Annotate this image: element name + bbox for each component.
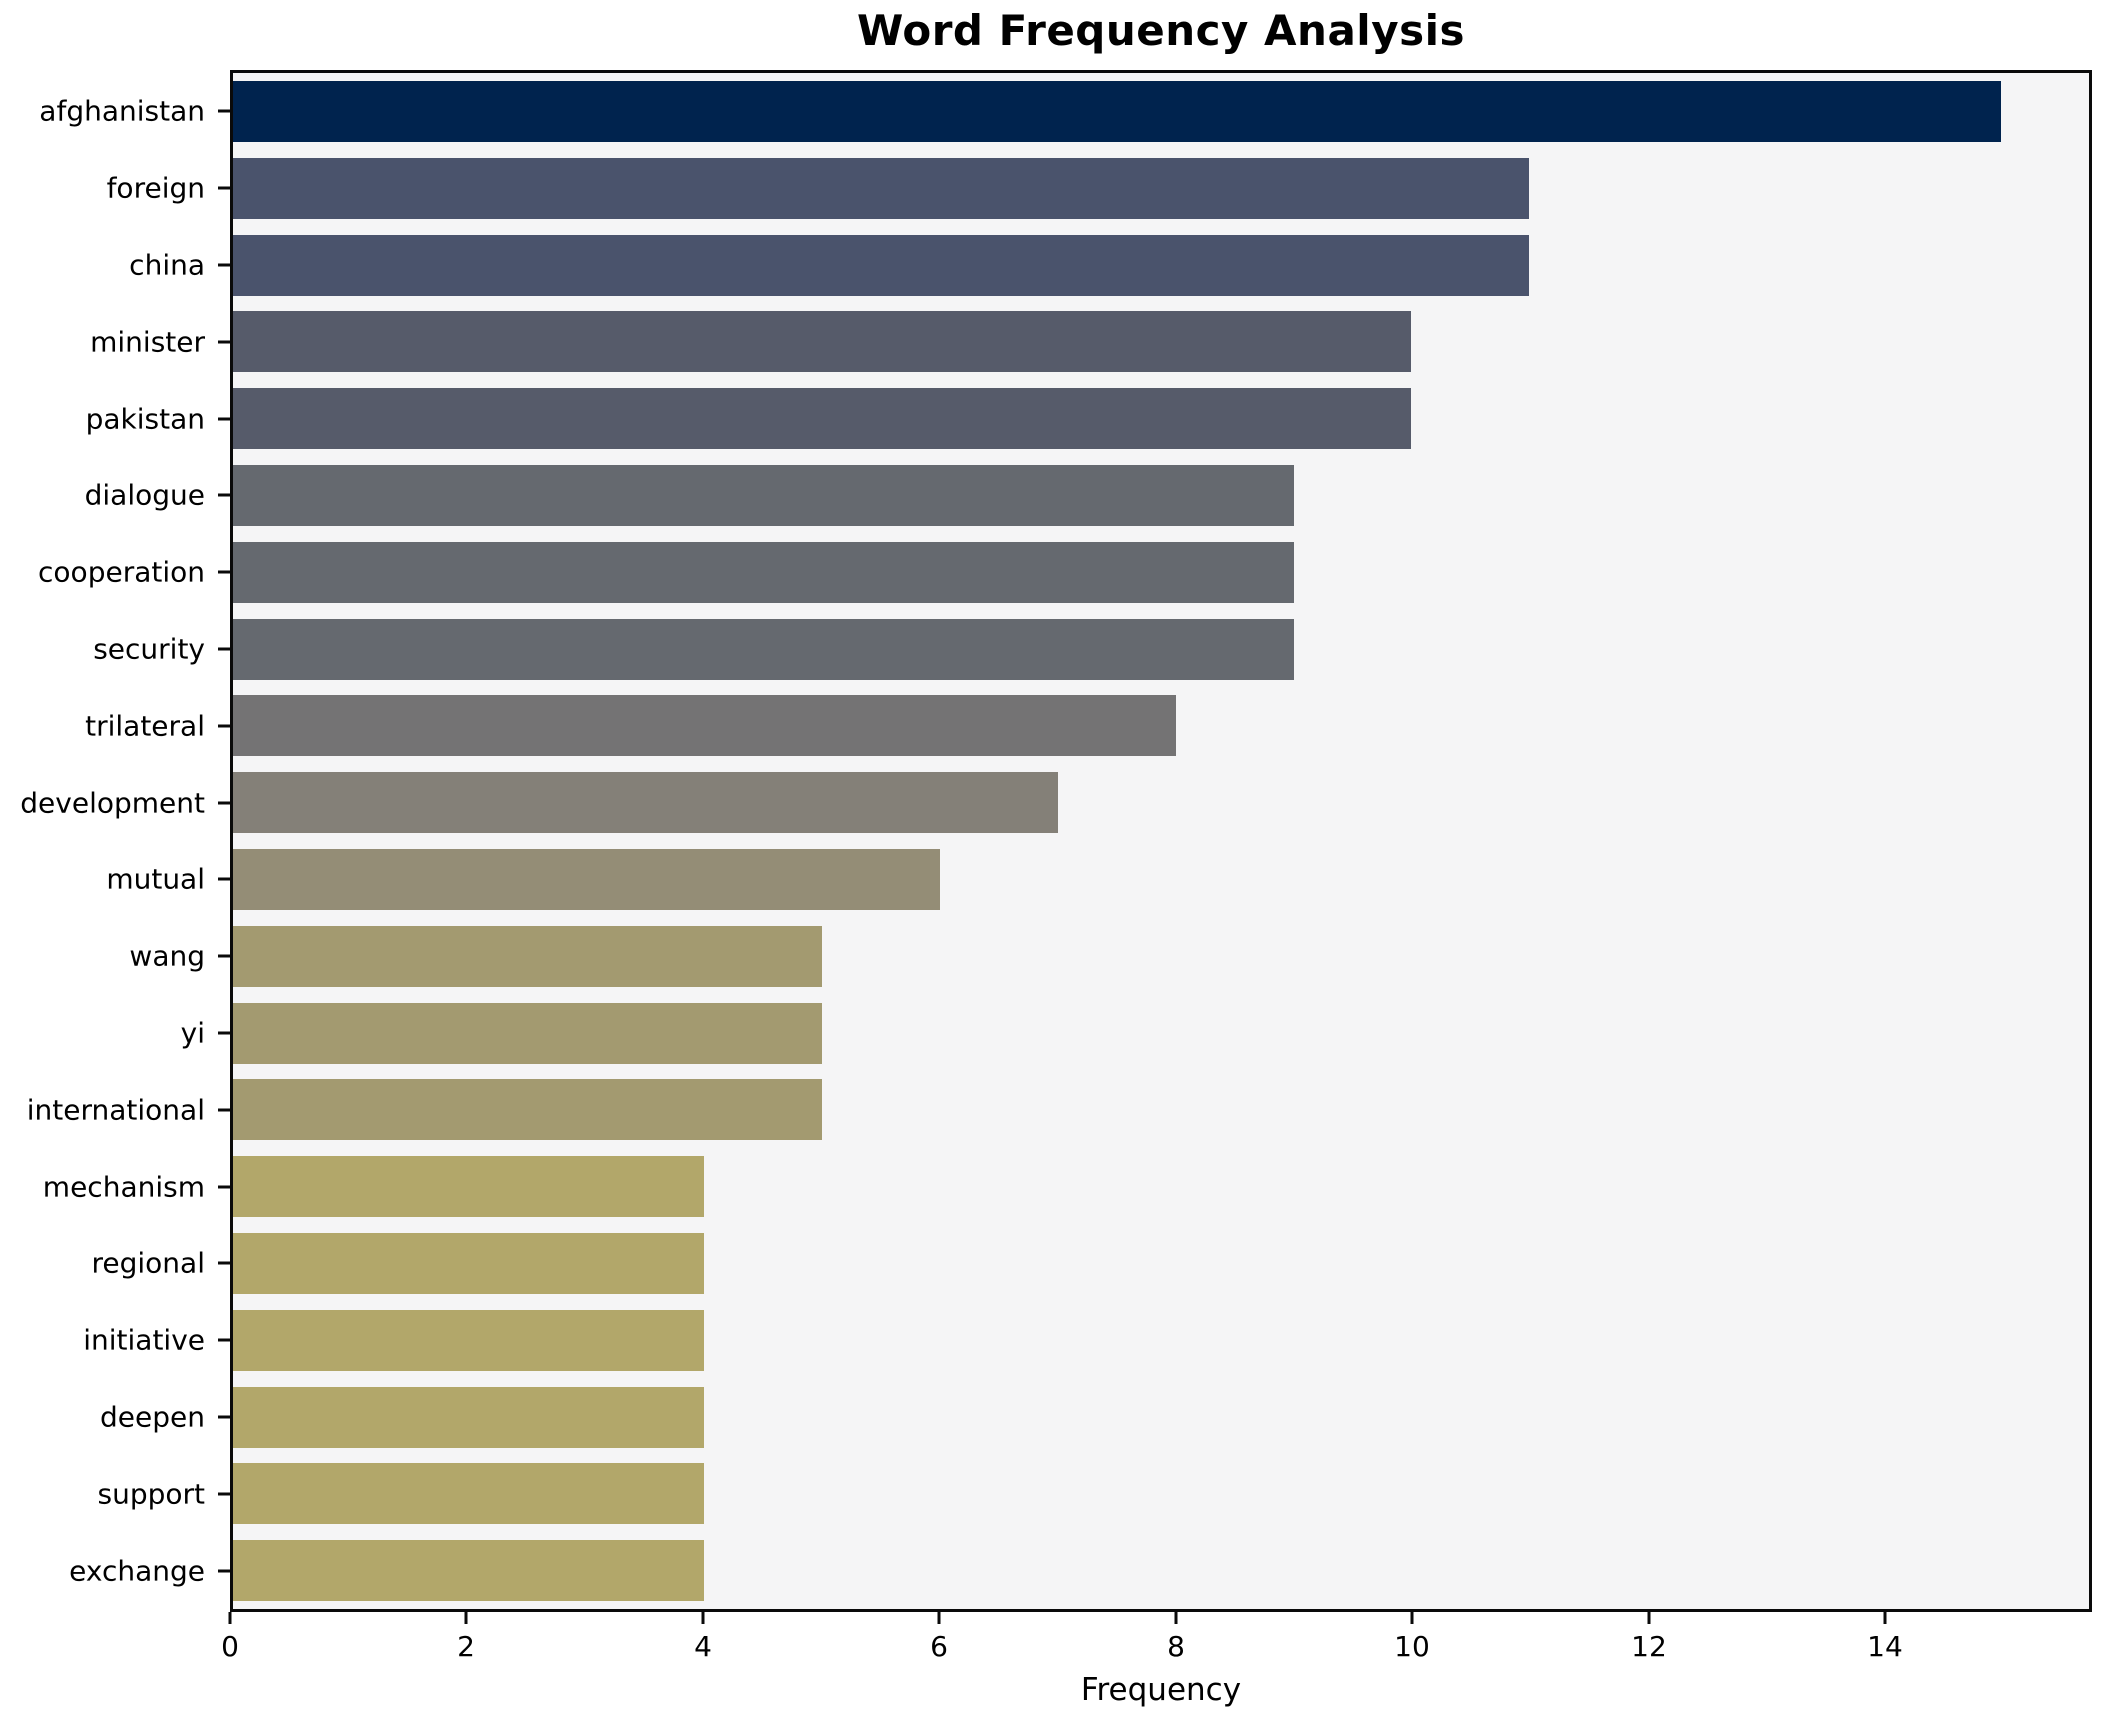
- y-tick-mark: [218, 1415, 230, 1419]
- x-tick-label-6: 6: [930, 1630, 948, 1663]
- y-axis-label-support: support: [97, 1477, 205, 1511]
- bar-mutual: [233, 849, 941, 910]
- y-tick-mark: [218, 801, 230, 805]
- y-tick-mark: [218, 417, 230, 421]
- y-axis-label-afghanistan: afghanistan: [39, 94, 205, 128]
- bar-afghanistan: [233, 81, 2001, 142]
- y-tick-mark: [218, 1031, 230, 1035]
- x-tick-mark: [1883, 1612, 1887, 1624]
- x-tick-mark: [701, 1612, 705, 1624]
- y-tick-mark: [218, 647, 230, 651]
- y-axis-label-regional: regional: [91, 1246, 206, 1280]
- y-axis-label-development: development: [20, 786, 205, 820]
- bar-pakistan: [233, 388, 1412, 449]
- y-axis-label-dialogue: dialogue: [84, 478, 205, 512]
- y-tick-mark: [218, 186, 230, 190]
- y-tick-mark: [218, 1338, 230, 1342]
- x-tick-label-14: 14: [1867, 1630, 1903, 1663]
- bars-layer: [233, 73, 2089, 1609]
- x-tick-label-12: 12: [1631, 1630, 1667, 1663]
- x-tick-label-8: 8: [1167, 1630, 1185, 1663]
- bar-foreign: [233, 158, 1530, 219]
- x-tick-mark: [1647, 1612, 1651, 1624]
- bar-exchange: [233, 1540, 705, 1601]
- bar-regional: [233, 1233, 705, 1294]
- y-axis-label-foreign: foreign: [106, 171, 205, 205]
- plot-area: [230, 70, 2092, 1612]
- chart-title: Word Frequency Analysis: [857, 6, 1465, 55]
- y-tick-mark: [218, 109, 230, 113]
- x-axis-title: Frequency: [1080, 1672, 1242, 1708]
- y-axis-label-deepen: deepen: [100, 1400, 205, 1434]
- y-axis-label-trilateral: trilateral: [85, 709, 205, 743]
- bar-mechanism: [233, 1156, 705, 1217]
- y-tick-mark: [218, 263, 230, 267]
- bar-wang: [233, 926, 823, 987]
- x-tick-mark: [1174, 1612, 1178, 1624]
- y-tick-mark: [218, 1569, 230, 1573]
- y-axis-label-pakistan: pakistan: [85, 402, 205, 436]
- y-axis-label-cooperation: cooperation: [38, 555, 205, 589]
- bar-security: [233, 619, 1294, 680]
- bar-support: [233, 1463, 705, 1524]
- y-axis-label-international: international: [26, 1093, 205, 1127]
- y-axis-label-initiative: initiative: [83, 1323, 205, 1357]
- y-tick-mark: [218, 1185, 230, 1189]
- bar-minister: [233, 311, 1412, 372]
- bar-china: [233, 235, 1530, 296]
- x-tick-label-10: 10: [1394, 1630, 1430, 1663]
- bar-deepen: [233, 1387, 705, 1448]
- bar-initiative: [233, 1310, 705, 1371]
- y-axis-label-wang: wang: [129, 939, 205, 973]
- x-tick-label-0: 0: [221, 1630, 239, 1663]
- y-tick-mark: [218, 1108, 230, 1112]
- x-tick-label-2: 2: [457, 1630, 475, 1663]
- y-tick-mark: [218, 1261, 230, 1265]
- bar-trilateral: [233, 695, 1176, 756]
- x-tick-mark: [937, 1612, 941, 1624]
- x-tick-label-4: 4: [694, 1630, 712, 1663]
- y-axis-label-yi: yi: [180, 1016, 205, 1050]
- y-tick-mark: [218, 877, 230, 881]
- y-tick-mark: [218, 493, 230, 497]
- y-axis-label-exchange: exchange: [69, 1554, 205, 1588]
- bar-dialogue: [233, 465, 1294, 526]
- x-tick-mark: [464, 1612, 468, 1624]
- y-axis-label-minister: minister: [90, 325, 205, 359]
- x-tick-mark: [1410, 1612, 1414, 1624]
- y-tick-mark: [218, 954, 230, 958]
- bar-cooperation: [233, 542, 1294, 603]
- bar-international: [233, 1079, 823, 1140]
- y-tick-mark: [218, 1492, 230, 1496]
- x-tick-mark: [228, 1612, 232, 1624]
- y-axis-label-china: china: [129, 248, 205, 282]
- y-axis-label-mechanism: mechanism: [42, 1170, 205, 1204]
- y-tick-mark: [218, 570, 230, 574]
- y-axis-label-security: security: [93, 632, 205, 666]
- bar-development: [233, 772, 1058, 833]
- y-tick-mark: [218, 340, 230, 344]
- y-tick-mark: [218, 724, 230, 728]
- y-axis-label-mutual: mutual: [106, 862, 205, 896]
- bar-yi: [233, 1003, 823, 1064]
